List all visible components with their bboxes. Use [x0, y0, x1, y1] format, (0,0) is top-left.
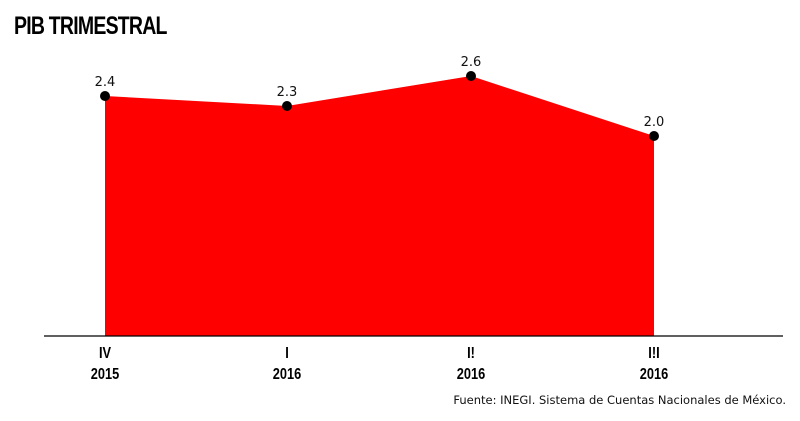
- data-point: [100, 91, 110, 101]
- chart-title: PIB TRIMESTRAL: [14, 12, 167, 40]
- data-label: 2.4: [95, 75, 116, 90]
- x-tick-label-quarter: IV: [99, 345, 111, 363]
- data-label: 2.0: [644, 115, 665, 130]
- x-tick-label-quarter: I!: [467, 345, 475, 363]
- x-tick-label-year: 2015: [91, 366, 119, 384]
- data-label: 2.3: [277, 85, 298, 100]
- data-point: [282, 101, 292, 111]
- area-fill: [105, 76, 654, 336]
- data-point: [466, 71, 476, 81]
- data-point: [649, 131, 659, 141]
- x-tick-label-year: 2016: [457, 366, 485, 384]
- x-tick-label-quarter: I!I: [648, 345, 659, 363]
- x-tick-label-year: 2016: [640, 366, 668, 384]
- x-tick-label-quarter: I: [285, 345, 289, 363]
- source-note: Fuente: INEGI. Sistema de Cuentas Nacion…: [453, 393, 786, 407]
- x-tick-label-year: 2016: [273, 366, 301, 384]
- data-label: 2.6: [461, 55, 482, 70]
